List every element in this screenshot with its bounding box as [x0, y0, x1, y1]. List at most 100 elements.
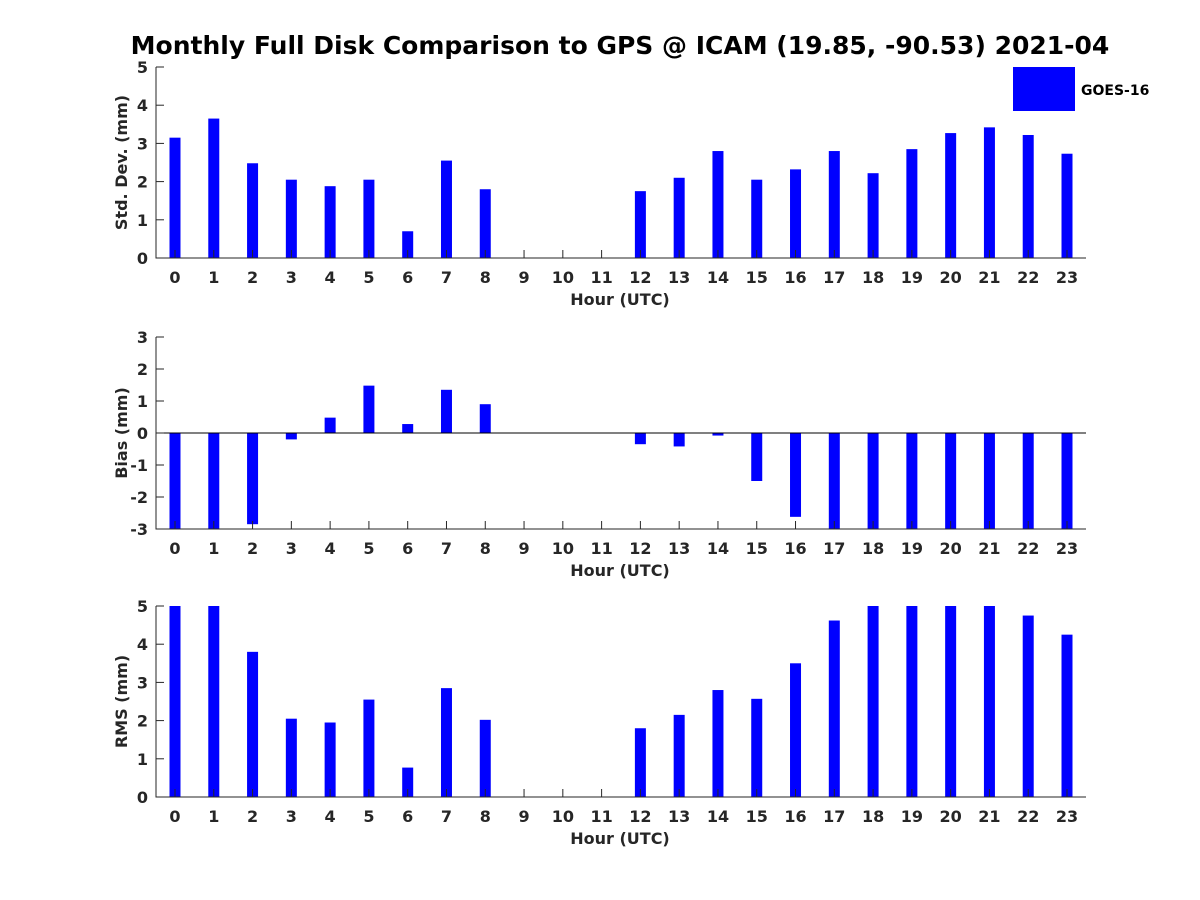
- x-tick-label: 0: [169, 807, 180, 826]
- bar-18: [867, 606, 879, 797]
- x-tick-label: 18: [862, 807, 884, 826]
- x-tick-label: 8: [480, 539, 491, 558]
- x-tick-label: 12: [629, 807, 651, 826]
- bar-20: [945, 606, 957, 797]
- bar-8: [479, 189, 491, 258]
- bar-2: [247, 433, 259, 525]
- x-tick-label: 1: [208, 807, 219, 826]
- x-tick-label: 13: [668, 268, 690, 287]
- x-tick-label: 14: [707, 268, 729, 287]
- y-tick-label: 4: [137, 96, 148, 115]
- bar-3: [285, 433, 297, 440]
- bar-19: [906, 606, 918, 797]
- x-tick-label: 12: [629, 268, 651, 287]
- bar-23: [1061, 153, 1073, 258]
- bar-17: [828, 151, 840, 258]
- bar-6: [402, 424, 414, 433]
- x-tick-label: 9: [518, 807, 529, 826]
- bar-13: [673, 714, 685, 797]
- x-tick-label: 16: [784, 268, 806, 287]
- x-tick-label: 10: [552, 807, 574, 826]
- y-tick-label: 2: [137, 173, 148, 192]
- x-tick-label: 23: [1056, 807, 1078, 826]
- x-tick-label: 7: [441, 539, 452, 558]
- std-dev-y-axis-label: Std. Dev. (mm): [112, 95, 131, 230]
- bar-4: [324, 417, 336, 433]
- legend: GOES-16: [1013, 67, 1149, 111]
- y-tick-label: 0: [137, 424, 148, 443]
- x-tick-label: 4: [325, 807, 336, 826]
- x-tick-label: 19: [901, 268, 923, 287]
- bar-21: [983, 433, 995, 529]
- bar-19: [906, 149, 918, 258]
- bar-14: [712, 690, 724, 797]
- bar-22: [1022, 615, 1034, 797]
- y-tick-label: -3: [130, 520, 148, 539]
- bar-15: [751, 433, 763, 481]
- x-tick-label: 16: [784, 807, 806, 826]
- x-tick-label: 10: [552, 539, 574, 558]
- y-tick-label: 0: [137, 788, 148, 807]
- bar-12: [634, 191, 646, 258]
- y-tick-label: 1: [137, 392, 148, 411]
- x-tick-label: 20: [940, 807, 962, 826]
- bar-21: [983, 606, 995, 797]
- x-tick-label: 5: [363, 268, 374, 287]
- y-tick-label: 2: [137, 712, 148, 731]
- x-tick-label: 2: [247, 539, 258, 558]
- bar-7: [440, 688, 452, 797]
- x-tick-label: 0: [169, 268, 180, 287]
- std-dev-x-axis-label: Hour (UTC): [570, 290, 670, 309]
- bar-4: [324, 722, 336, 797]
- x-tick-label: 16: [784, 539, 806, 558]
- bar-15: [751, 179, 763, 258]
- bar-3: [285, 179, 297, 258]
- bar-16: [790, 169, 802, 258]
- x-tick-label: 9: [518, 539, 529, 558]
- x-tick-label: 18: [862, 539, 884, 558]
- y-tick-label: -2: [130, 488, 148, 507]
- x-tick-label: 6: [402, 268, 413, 287]
- bar-2: [247, 163, 259, 258]
- y-tick-label: 5: [137, 58, 148, 77]
- bar-16: [790, 433, 802, 517]
- x-tick-label: 4: [325, 268, 336, 287]
- x-tick-label: 11: [590, 807, 612, 826]
- x-tick-label: 17: [823, 268, 845, 287]
- x-tick-label: 23: [1056, 268, 1078, 287]
- bar-8: [479, 719, 491, 797]
- y-tick-label: 4: [137, 635, 148, 654]
- legend-swatch: [1013, 67, 1075, 111]
- bias-y-axis-label: Bias (mm): [112, 387, 131, 479]
- x-tick-label: 1: [208, 539, 219, 558]
- x-tick-label: 8: [480, 807, 491, 826]
- x-tick-label: 13: [668, 539, 690, 558]
- x-tick-label: 22: [1017, 807, 1039, 826]
- x-tick-label: 15: [746, 807, 768, 826]
- bar-0: [169, 137, 181, 258]
- bar-22: [1022, 134, 1034, 258]
- x-tick-label: 14: [707, 539, 729, 558]
- x-tick-label: 11: [590, 268, 612, 287]
- x-tick-label: 7: [441, 268, 452, 287]
- y-tick-label: 1: [137, 750, 148, 769]
- bar-5: [363, 179, 375, 258]
- bar-7: [440, 389, 452, 433]
- x-tick-label: 20: [940, 268, 962, 287]
- bar-14: [712, 433, 724, 436]
- bar-2: [247, 651, 259, 797]
- bias-x-axis-label: Hour (UTC): [570, 561, 670, 580]
- x-tick-label: 1: [208, 268, 219, 287]
- y-tick-label: -1: [130, 456, 148, 475]
- rms-bars: [169, 606, 1073, 797]
- x-tick-label: 5: [363, 807, 374, 826]
- bar-6: [402, 231, 414, 258]
- x-tick-label: 15: [746, 268, 768, 287]
- x-tick-label: 5: [363, 539, 374, 558]
- y-tick-label: 5: [137, 597, 148, 616]
- x-tick-label: 22: [1017, 268, 1039, 287]
- y-tick-label: 3: [137, 328, 148, 347]
- bar-7: [440, 160, 452, 258]
